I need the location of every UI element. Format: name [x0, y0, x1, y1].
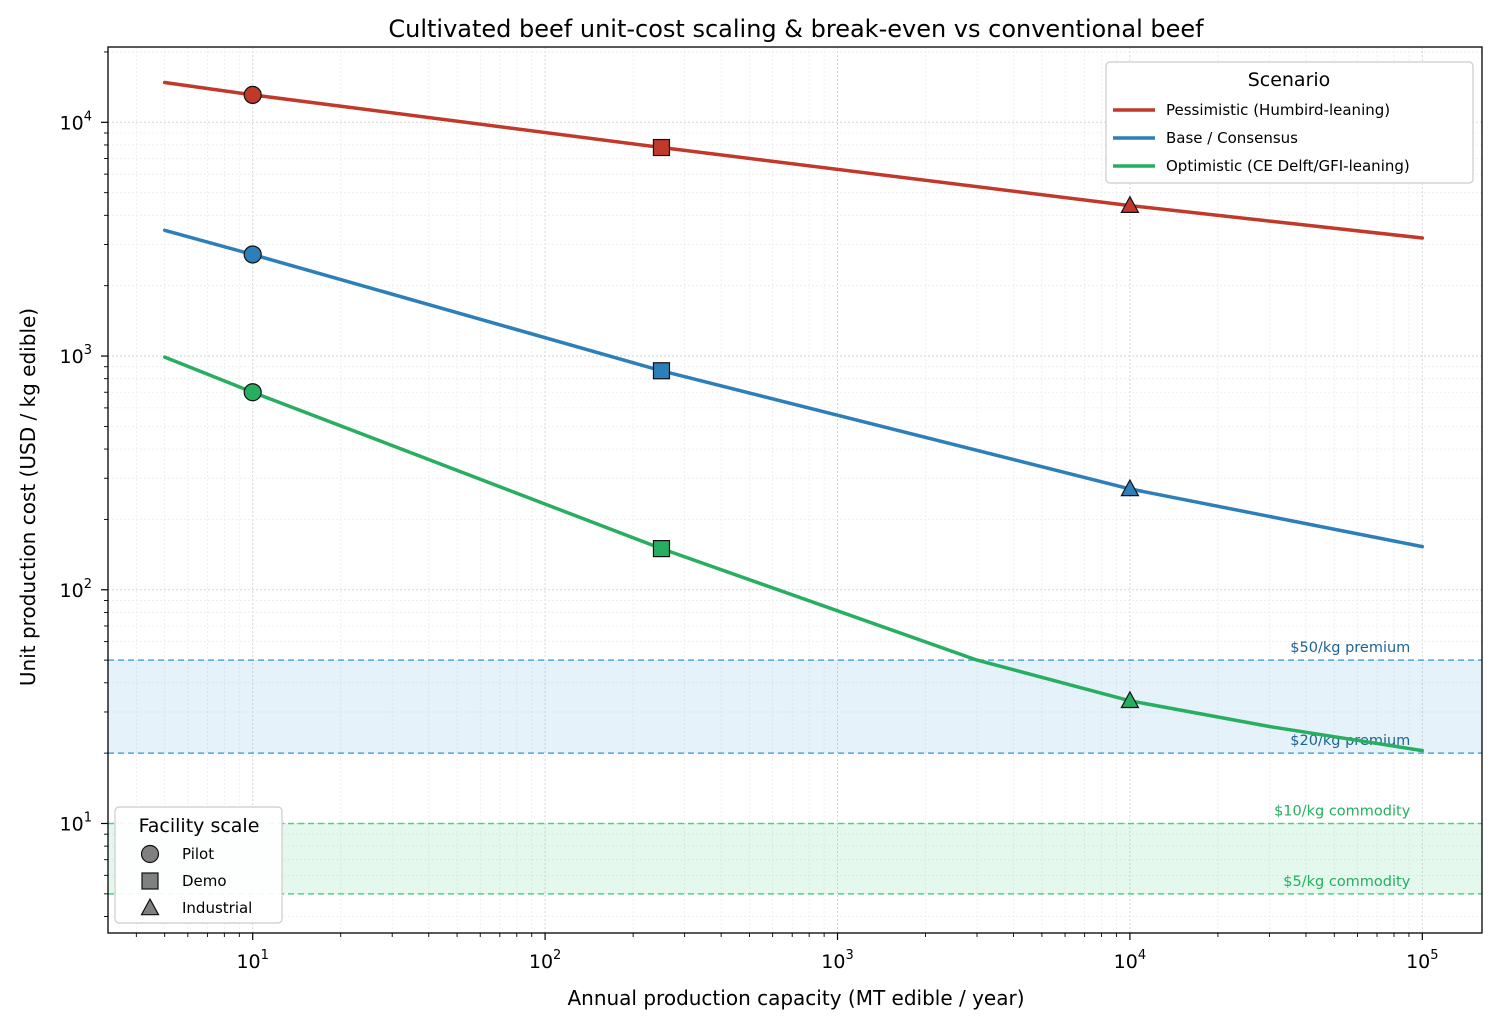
legend-scale-label: Demo — [182, 872, 227, 890]
x-tick-exponent: 4 — [1138, 948, 1146, 963]
legend-scenario-box — [1105, 61, 1474, 184]
legend-scale-title: Facility scale — [139, 815, 260, 837]
x-tick-exponent: 1 — [261, 948, 269, 963]
legend-item-label: Optimistic (CE Delft/GFI-leaning) — [1166, 157, 1410, 175]
x-tick-label: 103 — [821, 948, 853, 973]
data-point-square — [652, 362, 671, 380]
threshold-band — [108, 660, 1482, 754]
y-tick-label: 103 — [60, 343, 92, 368]
legend-marker-circle — [140, 844, 160, 864]
data-point-square — [652, 138, 671, 157]
data-point-circle — [243, 383, 262, 402]
x-tick-label: 105 — [1406, 948, 1438, 973]
legend-item-label: Pessimistic (Humbird-leaning) — [1166, 101, 1390, 119]
threshold-label: $50/kg premium — [1290, 640, 1410, 656]
series-line-1 — [162, 228, 1425, 549]
x-tick-label: 101 — [236, 948, 268, 973]
legend-facility-scale: Facility scale Pilot Demo Industrial — [114, 806, 283, 924]
data-point-circle — [243, 245, 262, 264]
legend-scale-label: Pilot — [182, 845, 214, 863]
legend-scale-box — [114, 806, 283, 924]
data-point-circle — [243, 85, 262, 105]
data-point-triangle — [1120, 478, 1140, 497]
legend-scenario-title: Scenario — [1248, 69, 1331, 91]
data-point-triangle — [1120, 195, 1140, 213]
threshold-band — [108, 823, 1482, 894]
x-tick-base: 10 — [236, 951, 260, 973]
x-tick-base: 10 — [529, 951, 553, 973]
x-tick-exponent: 5 — [1430, 948, 1438, 963]
x-tick-exponent: 3 — [845, 948, 853, 963]
grid — [108, 47, 1482, 933]
plot-frame — [107, 46, 1483, 934]
y-tick-base: 10 — [60, 813, 84, 835]
data-point-square — [652, 540, 671, 558]
x-tick-base: 10 — [1114, 951, 1138, 973]
x-tick-label: 102 — [529, 948, 561, 973]
x-tick-label: 104 — [1114, 948, 1146, 973]
y-tick-exponent: 3 — [84, 343, 92, 358]
legend-marker-triangle — [140, 897, 160, 916]
series-group — [162, 80, 1425, 753]
y-tick-base: 10 — [60, 346, 84, 368]
legend-marker-square — [141, 872, 159, 890]
legend-item-label: Base / Consensus — [1166, 129, 1298, 147]
threshold-label: $10/kg commodity — [1274, 803, 1411, 819]
y-tick-label: 102 — [60, 577, 92, 602]
legend-scenario: Scenario Pessimistic (Humbird-leaning) Bas… — [1105, 61, 1474, 184]
y-tick-base: 10 — [60, 580, 84, 602]
x-tick-base: 10 — [821, 951, 845, 973]
x-tick-base: 10 — [1406, 951, 1430, 973]
y-axis-label: Unit production cost (USD / kg edible) — [16, 308, 40, 686]
y-tick-label: 101 — [60, 810, 92, 835]
x-tick-exponent: 2 — [553, 948, 561, 963]
y-tick-label: 104 — [60, 109, 92, 134]
y-tick-base: 10 — [60, 112, 84, 134]
data-point-triangle — [1120, 690, 1140, 709]
y-tick-exponent: 1 — [84, 810, 92, 825]
chart-title: Cultivated beef unit-cost scaling & brea… — [388, 15, 1204, 43]
y-tick-exponent: 4 — [84, 109, 92, 124]
legend-scale-label: Industrial — [182, 899, 252, 917]
y-tick-exponent: 2 — [84, 577, 92, 592]
x-axis-label: Annual production capacity (MT edible / … — [567, 986, 1024, 1010]
threshold-label: $5/kg commodity — [1283, 874, 1410, 890]
